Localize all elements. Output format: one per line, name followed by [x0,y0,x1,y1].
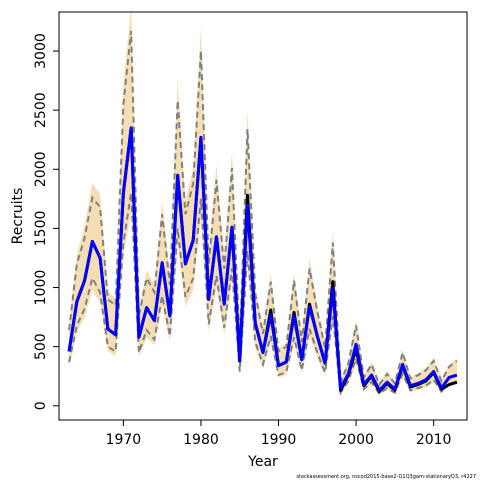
y-axis: 0 500 1000 1500 2000 2500 3000 [33,33,59,410]
y-tick-label: 2500 [33,92,49,128]
x-tick-label: 1970 [106,432,142,448]
x-axis: 1970 1980 1990 2000 2010 [106,420,452,448]
y-tick-label: 0 [33,401,49,410]
upper-bound-line [68,30,458,387]
plot-frame [58,11,468,421]
x-tick-label: 2000 [338,432,374,448]
y-tick-label: 1500 [33,211,49,247]
y-tick-label: 500 [33,333,49,360]
lower-bound-line [68,192,458,396]
estimate-series-line [67,126,458,392]
series-lines [67,126,458,394]
x-tick-label: 1990 [261,432,297,448]
x-axis-title: Year [247,454,278,470]
y-tick-label: 3000 [33,33,49,69]
y-tick-label: 2000 [33,151,49,187]
y-tick-label: 1000 [33,270,49,306]
x-tick-label: 2010 [416,432,452,448]
source-annotation: stockassessment.org, nscod2015-base2-Q1Q… [296,474,476,480]
interval-lines [68,30,458,396]
y-axis-title: Recruits [10,188,26,245]
x-tick-label: 1980 [183,432,219,448]
